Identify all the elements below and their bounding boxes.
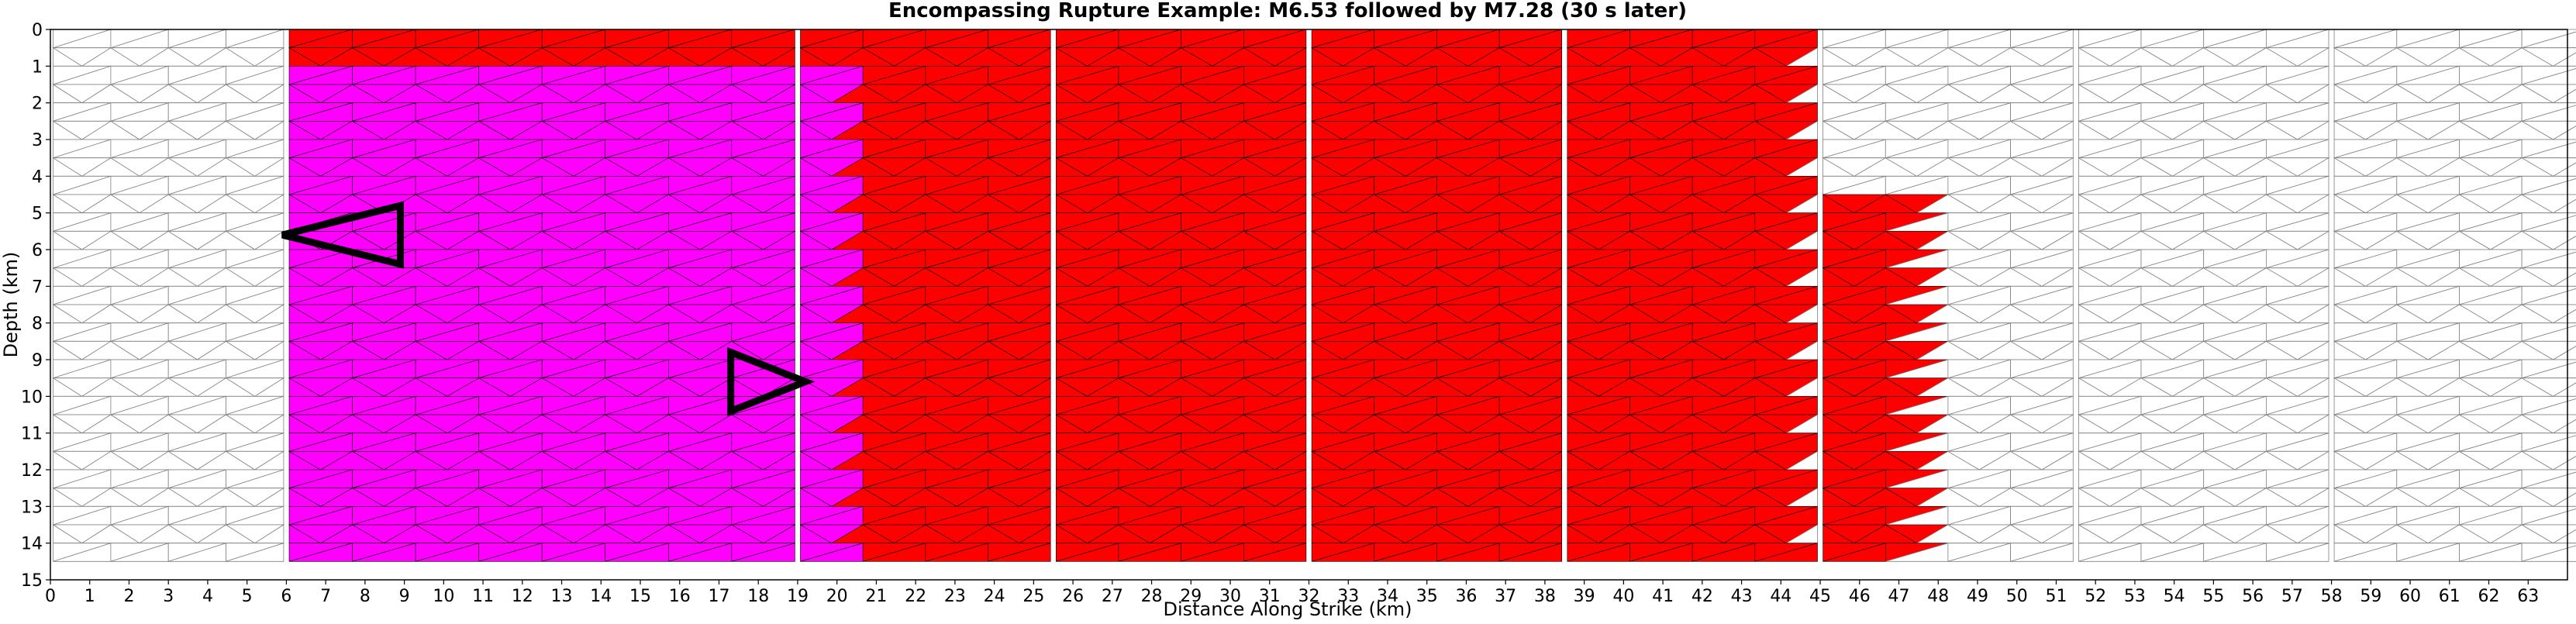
- x-tick-label: 14: [590, 587, 612, 606]
- x-tick-label: 46: [1849, 587, 1871, 606]
- mesh-cells: [53, 29, 2576, 561]
- x-tick-label: 45: [1809, 587, 1831, 606]
- x-tick-label: 15: [629, 587, 651, 606]
- x-tick-label: 24: [984, 587, 1005, 606]
- x-tick-label: 9: [399, 587, 410, 606]
- x-tick-label: 56: [2242, 587, 2264, 606]
- x-tick-label: 53: [2124, 587, 2146, 606]
- x-tick-label: 41: [1652, 587, 1674, 606]
- y-tick-label: 4: [32, 167, 43, 187]
- x-tick-label: 25: [1022, 587, 1044, 606]
- x-tick-label: 17: [708, 587, 729, 606]
- x-tick-label: 21: [865, 587, 887, 606]
- x-tick-label: 59: [2360, 587, 2381, 606]
- x-tick-label: 52: [2085, 587, 2106, 606]
- x-tick-label: 42: [1691, 587, 1713, 606]
- x-tick-label: 50: [2006, 587, 2028, 606]
- y-tick-label: 12: [21, 461, 43, 481]
- x-tick-label: 18: [747, 587, 769, 606]
- x-tick-label: 43: [1731, 587, 1753, 606]
- x-tick-label: 58: [2321, 587, 2343, 606]
- x-tick-label: 49: [1967, 587, 1988, 606]
- x-tick-label: 27: [1102, 587, 1123, 606]
- x-tick-label: 48: [1927, 587, 1949, 606]
- y-tick-label: 10: [21, 388, 43, 407]
- x-tick-label: 4: [202, 587, 213, 606]
- y-tick-label: 14: [21, 535, 43, 554]
- x-tick-label: 6: [281, 587, 291, 606]
- x-tick-label: 54: [2164, 587, 2185, 606]
- y-tick-label: 6: [32, 241, 43, 260]
- y-tick-label: 9: [32, 351, 43, 371]
- y-tick-label: 1: [32, 57, 43, 77]
- y-axis-label: Depth (km): [0, 252, 22, 358]
- x-tick-label: 51: [2045, 587, 2067, 606]
- x-tick-label: 63: [2517, 587, 2539, 606]
- x-tick-label: 7: [320, 587, 331, 606]
- y-tick-label: 15: [21, 571, 43, 591]
- x-tick-label: 16: [669, 587, 691, 606]
- x-tick-label: 20: [826, 587, 848, 606]
- x-tick-label: 36: [1455, 587, 1477, 606]
- x-tick-label: 19: [787, 587, 809, 606]
- y-tick-label: 2: [32, 95, 43, 114]
- x-tick-label: 26: [1062, 587, 1084, 606]
- x-tick-label: 62: [2478, 587, 2500, 606]
- x-tick-label: 57: [2281, 587, 2303, 606]
- x-tick-label: 23: [944, 587, 966, 606]
- x-axis-label: Distance Along Strike (km): [1163, 598, 1412, 620]
- y-tick-label: 8: [32, 315, 43, 334]
- y-tick-label: 5: [32, 205, 43, 224]
- x-tick-label: 10: [433, 587, 454, 606]
- x-tick-label: 35: [1416, 587, 1438, 606]
- x-tick-label: 22: [905, 587, 926, 606]
- x-tick-label: 60: [2399, 587, 2421, 606]
- y-tick-label: 0: [32, 21, 43, 40]
- x-tick-label: 40: [1612, 587, 1634, 606]
- x-tick-label: 11: [472, 587, 494, 606]
- x-tick-label: 5: [242, 587, 253, 606]
- y-tick-label: 7: [32, 278, 43, 297]
- y-tick-label: 11: [21, 425, 43, 444]
- x-tick-label: 12: [512, 587, 533, 606]
- x-tick-label: 1: [84, 587, 95, 606]
- chart-title: Encompassing Rupture Example: M6.53 foll…: [888, 0, 1687, 22]
- x-tick-label: 13: [551, 587, 573, 606]
- x-tick-label: 37: [1495, 587, 1516, 606]
- x-tick-label: 28: [1141, 587, 1163, 606]
- x-tick-label: 47: [1888, 587, 1910, 606]
- x-tick-label: 8: [360, 587, 371, 606]
- x-tick-label: 39: [1574, 587, 1595, 606]
- y-tick-label: 3: [32, 131, 43, 150]
- x-tick-label: 55: [2202, 587, 2224, 606]
- x-tick-label: 44: [1770, 587, 1791, 606]
- x-tick-label: 38: [1534, 587, 1556, 606]
- x-tick-label: 0: [45, 587, 56, 606]
- x-tick-label: 2: [123, 587, 134, 606]
- x-tick-label: 3: [163, 587, 174, 606]
- y-tick-label: 13: [21, 498, 43, 517]
- x-tick-label: 61: [2439, 587, 2460, 606]
